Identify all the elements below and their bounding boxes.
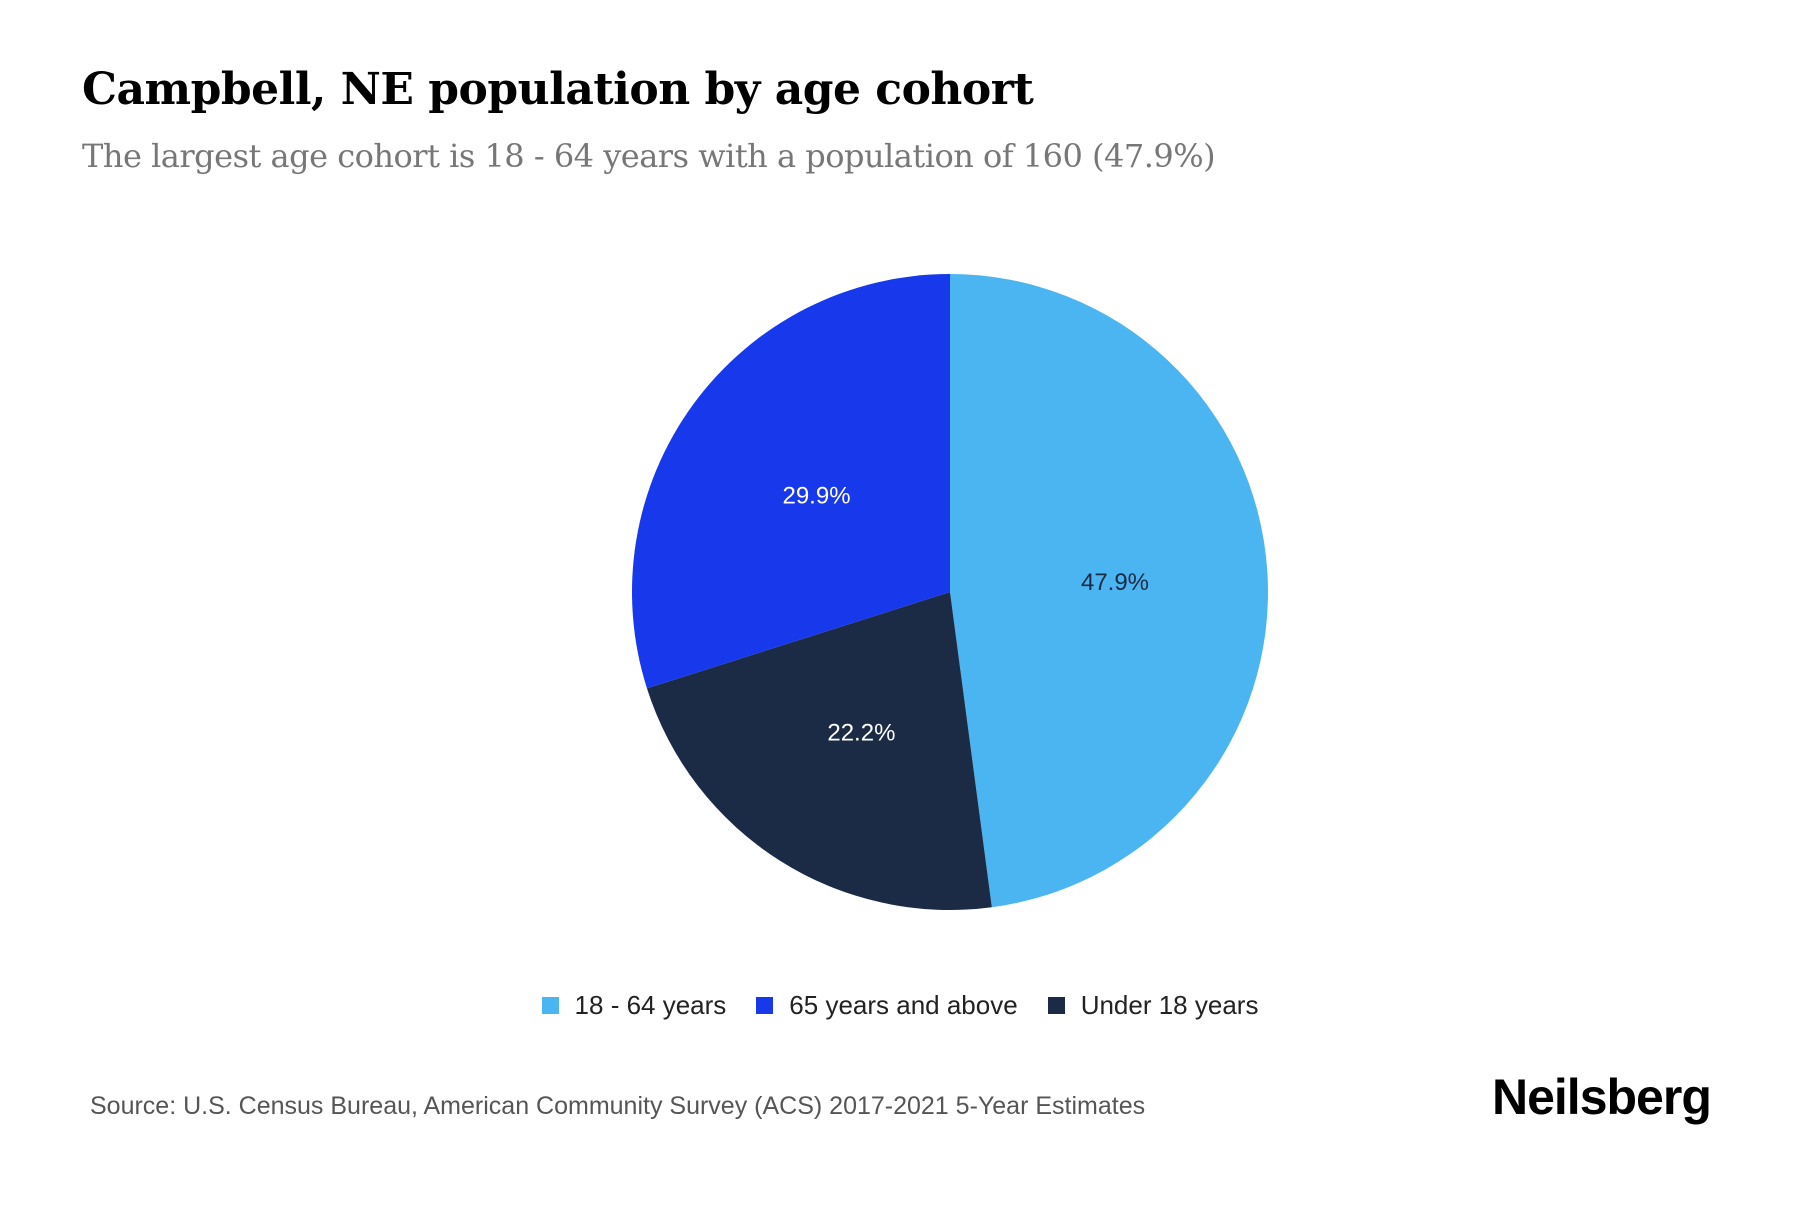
legend-label: Under 18 years <box>1080 990 1259 1020</box>
pie-slice-65-years-and-above[interactable] <box>631 274 950 689</box>
slice-label-18-64: 47.9% <box>1081 569 1149 596</box>
source-note: Source: U.S. Census Bureau, American Com… <box>90 1092 1146 1120</box>
legend-item-under-18[interactable]: Under 18 years <box>1047 990 1259 1021</box>
legend-item-18-64[interactable]: 18 - 64 years <box>541 990 727 1021</box>
legend-item-65-above[interactable]: 65 years and above <box>756 990 1018 1021</box>
pie-slice-under-18-years[interactable] <box>646 592 992 911</box>
slice-label-under-18: 22.2% <box>827 720 895 747</box>
pie-slices <box>631 274 1268 911</box>
slice-label-65-above: 29.9% <box>782 482 850 509</box>
legend-swatch-65-above <box>756 997 774 1014</box>
legend-label: 18 - 64 years <box>574 990 727 1020</box>
chart-subtitle: The largest age cohort is 18 - 64 years … <box>82 137 1216 175</box>
legend-label: 65 years and above <box>789 990 1018 1020</box>
pie-slice-18-64-years[interactable] <box>950 274 1268 908</box>
legend-swatch-18-64 <box>541 997 559 1014</box>
chart-title: Campbell, NE population by age cohort <box>82 64 1034 115</box>
chart-legend: 18 - 64 years 65 years and above Under 1… <box>0 990 1800 1021</box>
legend-swatch-under-18 <box>1047 997 1065 1014</box>
brand-logo: Neilsberg <box>1492 1069 1712 1125</box>
